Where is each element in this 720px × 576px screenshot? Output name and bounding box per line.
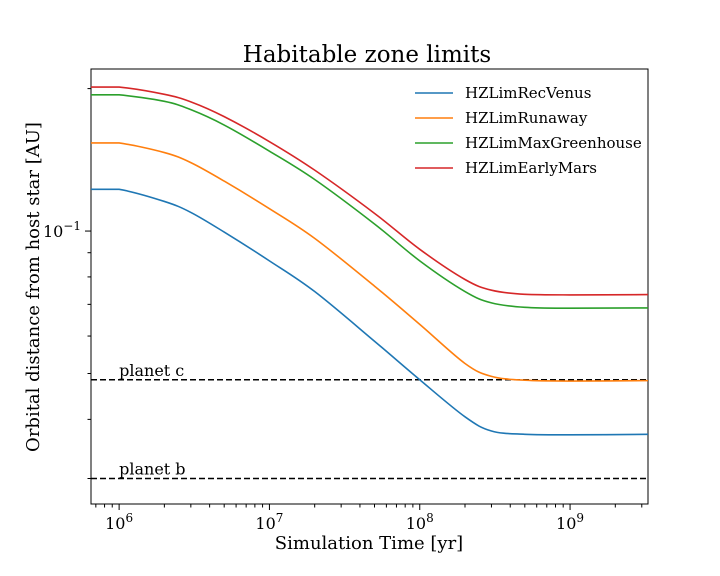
x-tick-label: 108 — [406, 511, 434, 533]
legend: HZLimRecVenus HZLimRunaway HZLimMaxGreenho… — [415, 84, 642, 177]
y-axis: 10−1 — [43, 88, 91, 480]
y-axis-label: Orbital distance from host star [AU] — [23, 122, 44, 452]
y-tick-label: 10−1 — [43, 219, 81, 241]
legend-label: HZLimRecVenus — [465, 84, 591, 102]
legend-label: HZLimMaxGreenhouse — [465, 134, 642, 152]
hline-label: planet c — [119, 361, 184, 380]
series-lines — [90, 86, 649, 436]
x-tick-label: 107 — [255, 511, 283, 533]
reference-lines: planet c planet b — [91, 361, 648, 480]
x-axis: 106 107 108 109 — [95, 504, 643, 533]
x-tick-label: 106 — [105, 511, 133, 533]
chart-title: Habitable zone limits — [243, 42, 491, 68]
hline-label: planet b — [119, 460, 185, 479]
x-axis-label: Simulation Time [yr] — [275, 533, 463, 554]
plot-frame — [90, 68, 649, 505]
x-tick-label: 109 — [556, 511, 584, 533]
series-line-HZLimRunaway — [90, 142, 649, 382]
plot-area — [90, 68, 649, 505]
legend-label: HZLimRunaway — [465, 109, 588, 127]
legend-label: HZLimEarlyMars — [465, 159, 597, 177]
series-line-HZLimRecVenus — [90, 188, 649, 436]
series-line-HZLimEarlyMars — [91, 86, 649, 296]
series-line-HZLimMaxGreenhouse — [91, 94, 649, 310]
